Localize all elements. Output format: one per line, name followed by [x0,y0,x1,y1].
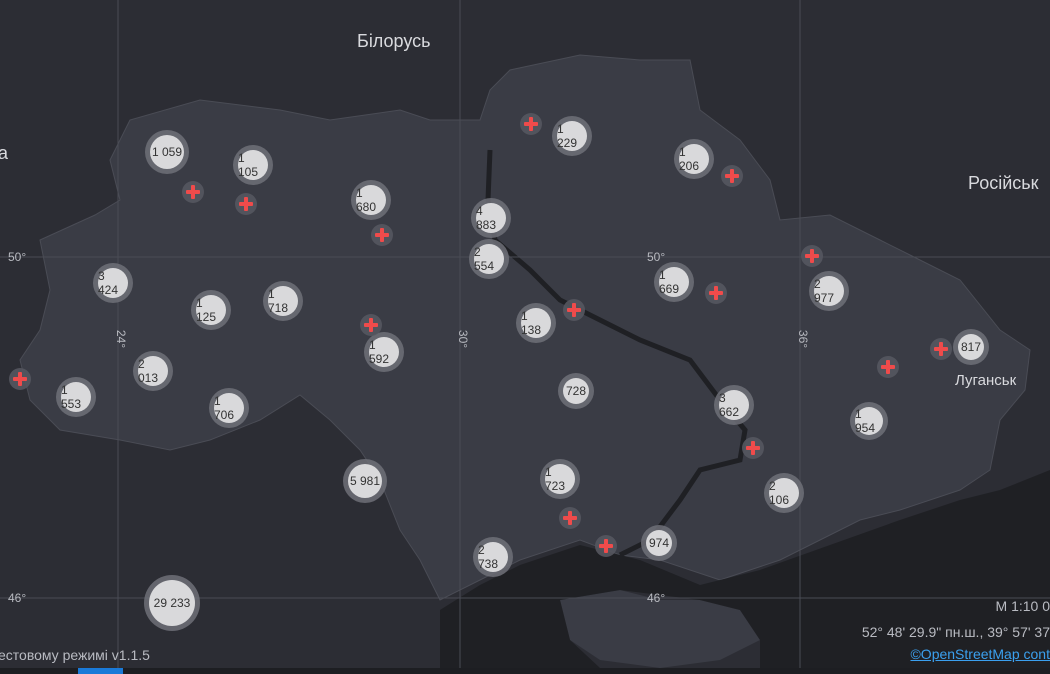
case-cluster[interactable]: 2 106 [769,478,799,508]
case-cluster[interactable]: 5 981 [348,464,382,498]
case-cluster[interactable]: 4 883 [476,203,506,233]
red-cross-icon[interactable] [9,368,31,390]
case-cluster[interactable]: 1 105 [238,150,268,180]
case-cluster[interactable]: 728 [563,378,589,404]
red-cross-icon[interactable] [877,356,899,378]
case-cluster[interactable]: 1 206 [679,144,709,174]
case-cluster[interactable]: 29 233 [149,580,195,626]
case-cluster[interactable]: 1 680 [356,185,386,215]
country-label-belarus: Білорусь [357,31,431,51]
case-cluster[interactable]: 1 954 [855,407,883,435]
black-sea [440,470,1050,674]
grid-label: 36° [796,329,811,349]
red-cross-icon[interactable] [559,507,581,529]
grid-label: 50° [647,250,666,264]
red-cross-icon[interactable] [705,282,727,304]
case-cluster[interactable]: 1 138 [521,308,551,338]
case-cluster[interactable]: 1 723 [545,464,575,494]
case-cluster[interactable]: 2 977 [814,276,844,306]
cursor-coordinates: 52° 48' 29.9" пн.ш., 39° 57' 37 [861,624,1050,640]
grid-label: 46° [8,591,27,605]
case-cluster[interactable]: 1 553 [61,382,91,412]
red-cross-icon[interactable] [360,314,382,336]
case-cluster[interactable]: 974 [646,530,672,556]
red-cross-icon[interactable] [595,535,617,557]
case-cluster[interactable]: 3 424 [98,268,128,298]
map-scale: М 1:10 0 [995,598,1050,614]
case-cluster[interactable]: 1 125 [196,295,226,325]
case-cluster[interactable]: 817 [958,334,984,360]
case-cluster[interactable]: 1 059 [150,135,184,169]
red-cross-icon[interactable] [721,165,743,187]
grid-label: 46° [647,591,666,605]
case-cluster[interactable]: 1 718 [268,286,298,316]
country-label-russia: Російськ [968,173,1039,193]
case-cluster[interactable]: 1 592 [369,337,399,367]
city-label-luhansk: Луганськ [955,372,1017,389]
dnipro-river [485,149,748,558]
red-cross-icon[interactable] [563,299,585,321]
red-cross-icon[interactable] [371,224,393,246]
red-cross-icon[interactable] [235,193,257,215]
grid-label: 30° [456,329,471,349]
red-cross-icon[interactable] [930,338,952,360]
case-cluster[interactable]: 1 229 [557,121,587,151]
red-cross-icon[interactable] [520,113,542,135]
country-label-cut: а [0,143,9,163]
grid-label: 24° [114,329,129,349]
version-text: естовому режимі v1.1.5 [0,647,150,663]
case-cluster[interactable]: 2 013 [138,356,168,386]
case-cluster[interactable]: 2 738 [478,542,508,572]
crimea [560,590,760,668]
case-cluster[interactable]: 2 554 [474,244,504,274]
red-cross-icon[interactable] [742,437,764,459]
case-cluster[interactable]: 1 669 [659,267,689,297]
red-cross-icon[interactable] [182,181,204,203]
case-cluster[interactable]: 3 662 [719,390,749,420]
osm-attribution-link[interactable]: ©OpenStreetMap cont [910,646,1050,662]
grid-label: 50° [8,250,27,264]
bottom-bar [0,668,1050,674]
red-cross-icon[interactable] [801,245,823,267]
active-tab-indicator[interactable] [78,668,123,674]
case-cluster[interactable]: 1 706 [214,393,244,423]
